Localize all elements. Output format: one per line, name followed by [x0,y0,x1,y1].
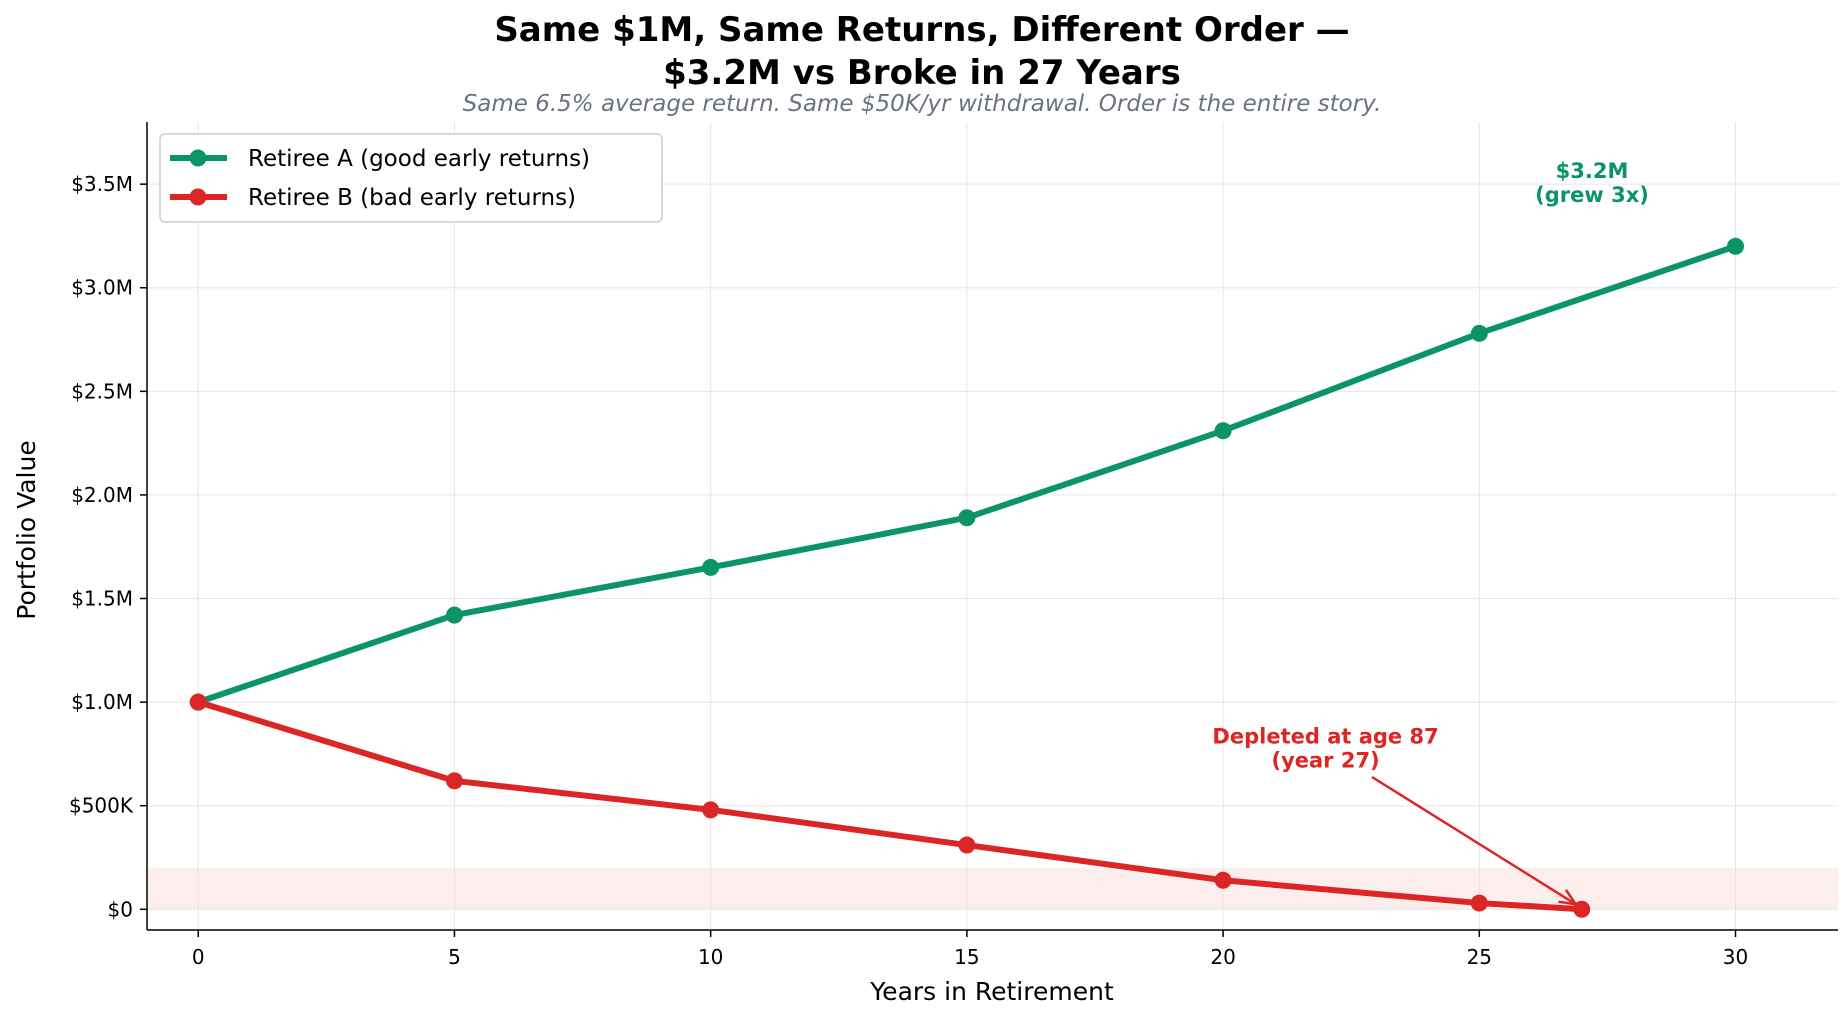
x-tick-label: 5 [448,945,461,969]
annotation-line: (year 27) [1271,749,1379,773]
data-point-retiree-a [702,558,720,576]
x-tick-label: 30 [1723,945,1748,969]
y-tick-label: $3.5M [71,172,133,196]
y-tick-label: $500K [69,794,134,818]
annotation-line: Depleted at age 87 [1212,725,1438,749]
data-point-retiree-b [702,801,720,819]
data-point-retiree-b [1470,894,1488,912]
x-tick-label: 10 [698,945,723,969]
data-point-retiree-b [189,693,207,711]
y-axis-label: Portfolio Value [12,440,41,619]
data-point-retiree-a [1470,324,1488,342]
x-tick-label: 25 [1467,945,1492,969]
annotation-arrow [1371,775,1577,906]
x-tick-label: 20 [1210,945,1235,969]
chart-subtitle: Same 6.5% average return. Same $50K/yr w… [463,91,1382,117]
annotation-line: $3.2M [1556,159,1629,183]
data-point-retiree-a [1727,237,1745,255]
chart-title-line2: $3.2M vs Broke in 27 Years [663,53,1181,93]
data-point-retiree-b [445,772,463,790]
legend: Retiree A (good early returns) Retiree B … [159,133,663,223]
data-point-retiree-a [1214,422,1232,440]
annotation-depleted: Depleted at age 87 (year 27) [1212,725,1438,773]
x-axis-label: Years in Retirement [869,977,1114,1006]
annotation-final-value: $3.2M (grew 3x) [1535,159,1649,207]
y-tick-label: $2.0M [71,483,133,507]
y-tick-label: $1.0M [71,690,133,714]
data-point-retiree-a [958,509,976,527]
data-point-retiree-b [1214,871,1232,889]
danger-zone-band [147,867,1838,910]
y-tick-label: $3.0M [71,276,133,300]
chart-title-line1: Same $1M, Same Returns, Different Order … [494,10,1349,50]
plot-area: 0 5 10 15 20 25 30 $0 $500K $1.0M $1.5M $2.0M $2.5M $… [69,122,1838,969]
annotation-arrowhead [1558,889,1579,906]
x-tick-label: 0 [192,945,205,969]
legend-swatch-marker [189,188,207,206]
data-point-retiree-a [445,606,463,624]
annotation-line: (grew 3x) [1535,183,1649,207]
legend-label: Retiree A (good early returns) [248,146,590,172]
legend-label: Retiree B (bad early returns) [248,185,576,211]
y-tick-label: $1.5M [71,587,133,611]
y-tick-label: $2.5M [71,379,133,403]
data-point-retiree-b [958,836,976,854]
x-tick-label: 15 [954,945,979,969]
legend-box [159,133,663,223]
y-tick-label: $0 [108,897,133,921]
legend-swatch-marker [189,149,207,167]
